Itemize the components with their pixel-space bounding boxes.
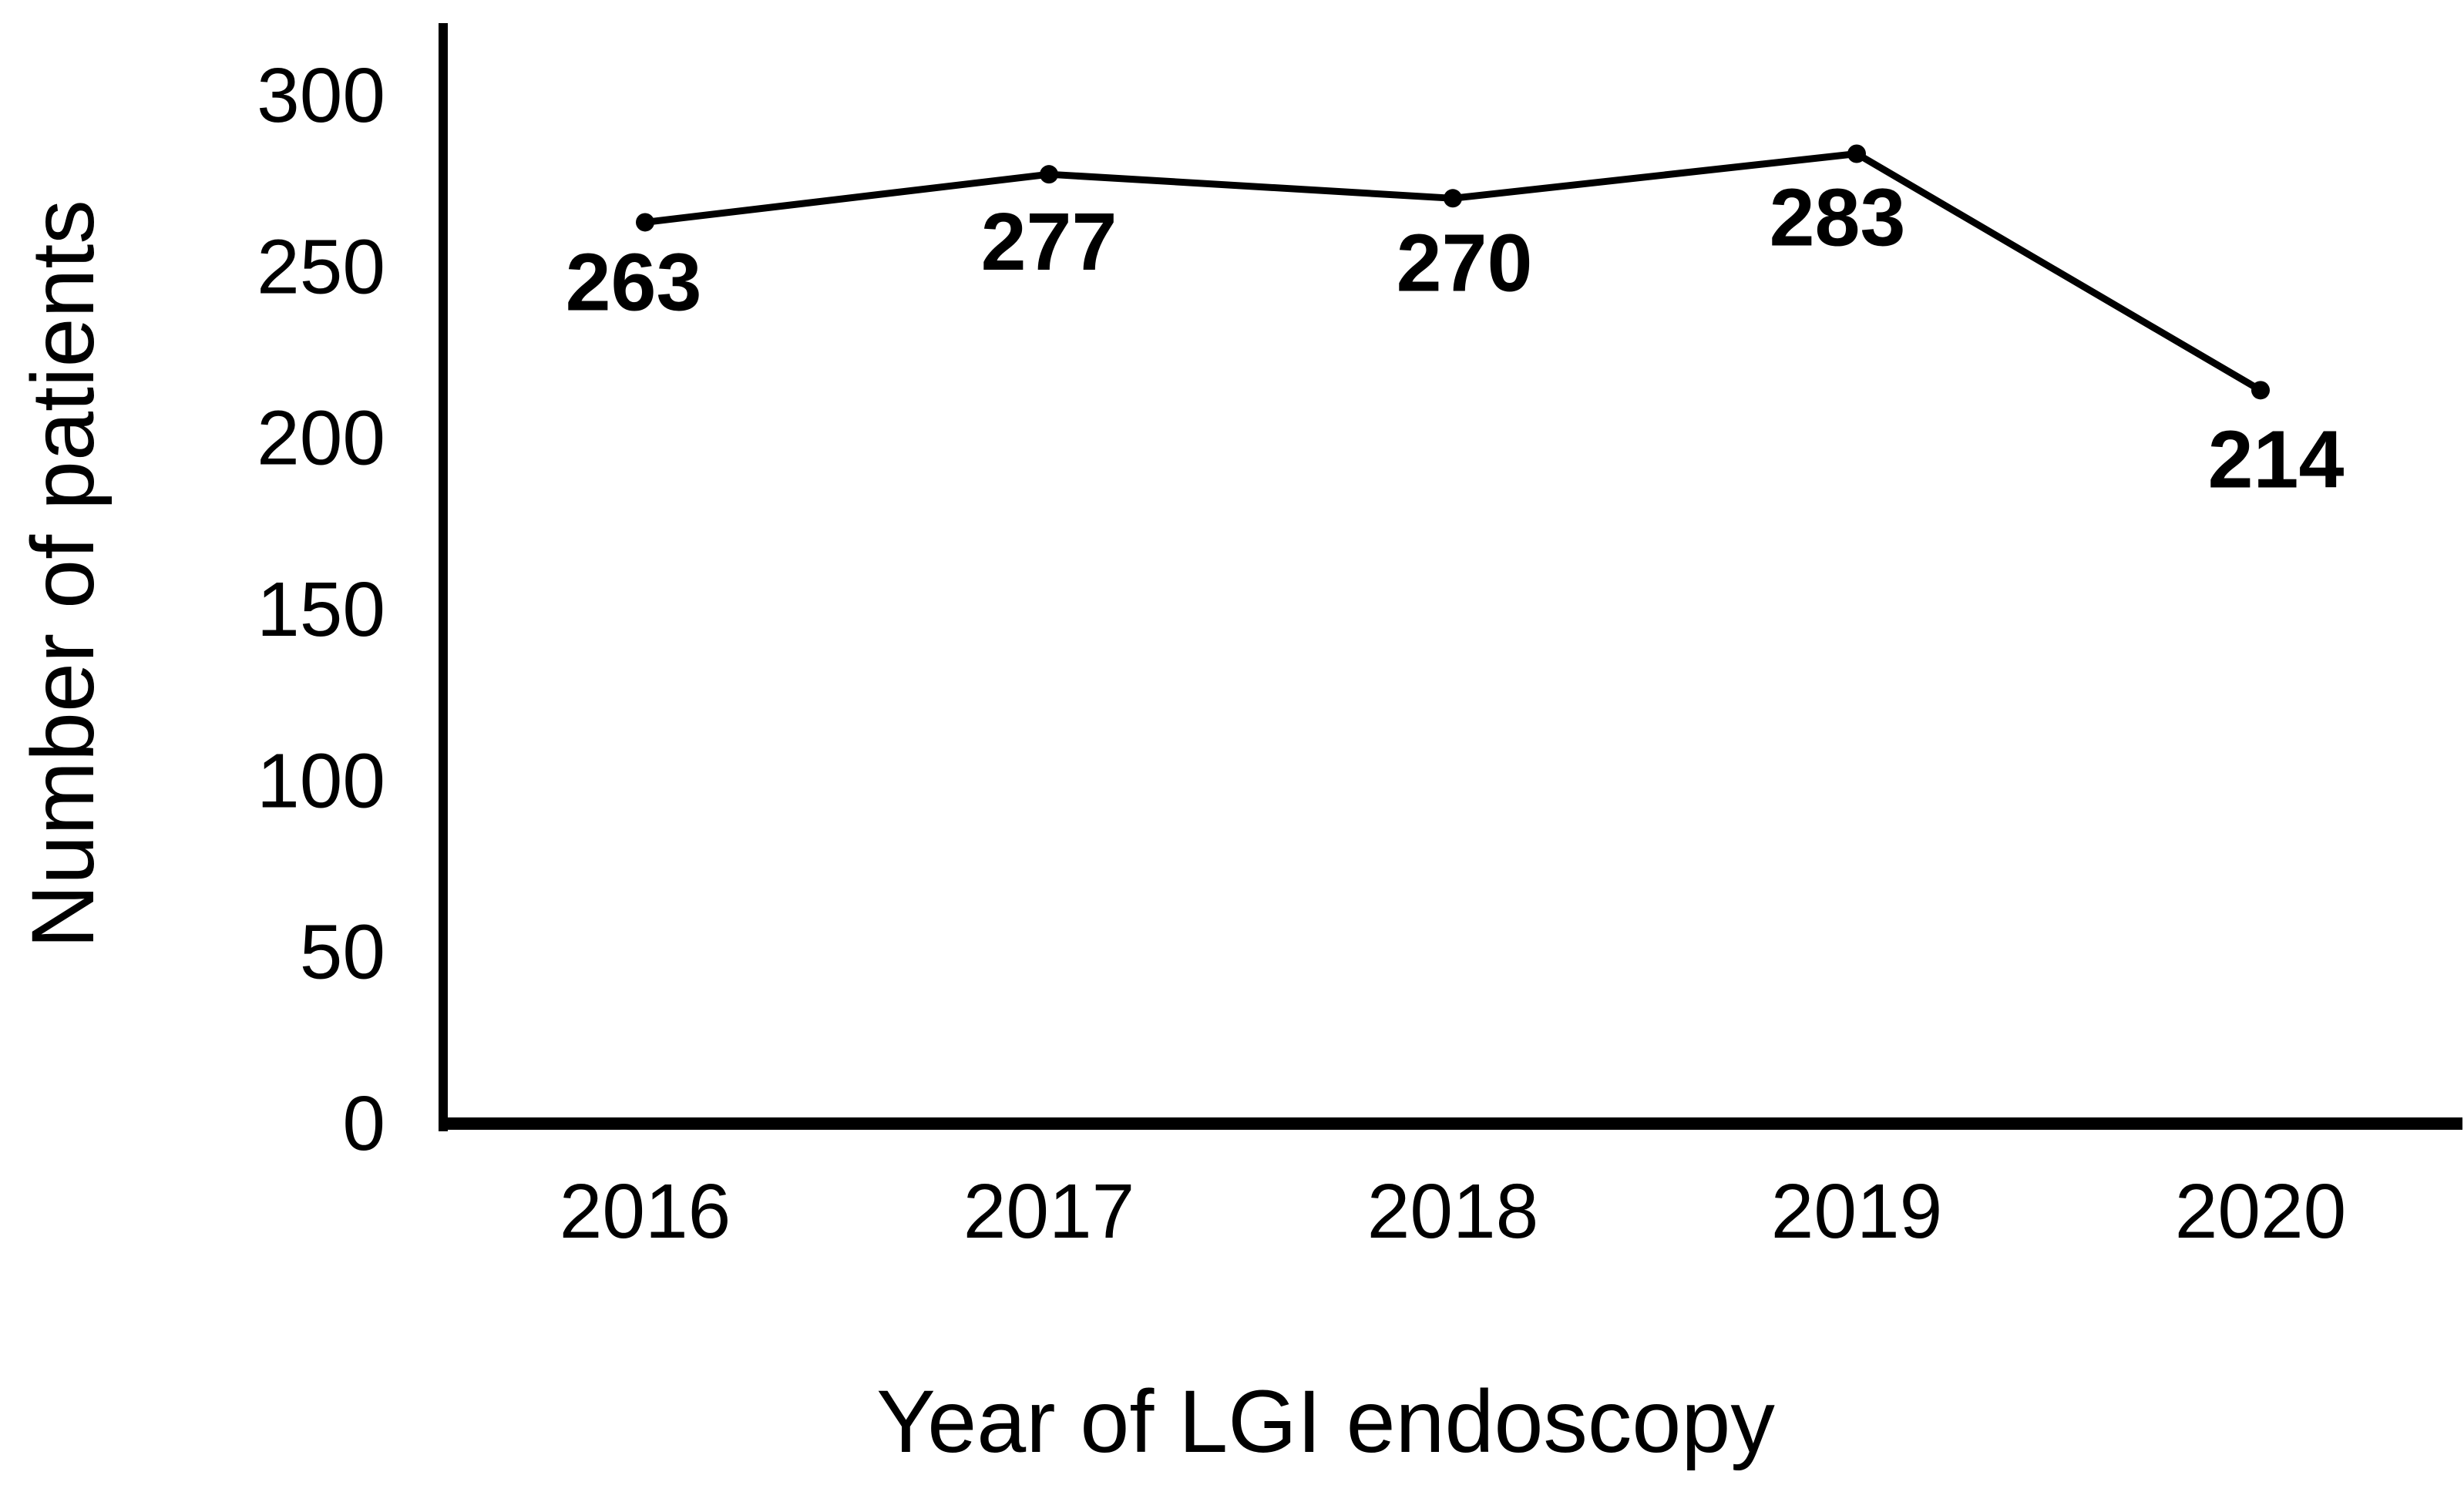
y-tick-label-300: 300 xyxy=(257,52,385,139)
y-tick-label-150: 150 xyxy=(257,566,385,653)
axes-group xyxy=(439,23,2462,1131)
data-label-2020: 214 xyxy=(2208,414,2345,505)
data-labels-group: 263 277 270 283 214 xyxy=(566,172,2345,505)
x-tick-label-2018: 2018 xyxy=(1367,1168,1538,1255)
y-tick-label-200: 200 xyxy=(257,395,385,482)
x-tick-labels: 2016 2017 2018 2019 2020 xyxy=(560,1168,2346,1255)
data-point-2020 xyxy=(2251,381,2270,400)
data-label-2018: 270 xyxy=(1397,217,1533,308)
x-tick-label-2016: 2016 xyxy=(560,1168,731,1255)
y-tick-label-250: 250 xyxy=(257,223,385,310)
y-axis-title: Number of patients xyxy=(14,200,113,949)
y-tick-label-100: 100 xyxy=(257,738,385,824)
data-label-2016: 263 xyxy=(566,237,702,328)
data-point-2017 xyxy=(1040,165,1058,184)
series-group xyxy=(636,144,2270,400)
data-label-2017: 277 xyxy=(981,197,1118,287)
x-tick-label-2020: 2020 xyxy=(2175,1168,2346,1255)
x-axis-title: Year of LGI endoscopy xyxy=(876,1373,1775,1471)
data-point-2018 xyxy=(1444,189,1462,208)
data-label-2019: 283 xyxy=(1770,172,1906,263)
y-tick-label-0: 0 xyxy=(342,1080,385,1167)
y-tick-label-50: 50 xyxy=(300,909,385,996)
x-tick-label-2017: 2017 xyxy=(963,1168,1135,1255)
x-tick-label-2019: 2019 xyxy=(1771,1168,1942,1255)
y-tick-labels: 0 50 100 150 200 250 300 xyxy=(257,52,385,1167)
data-point-2016 xyxy=(636,213,654,232)
data-point-2019 xyxy=(1847,144,1866,163)
